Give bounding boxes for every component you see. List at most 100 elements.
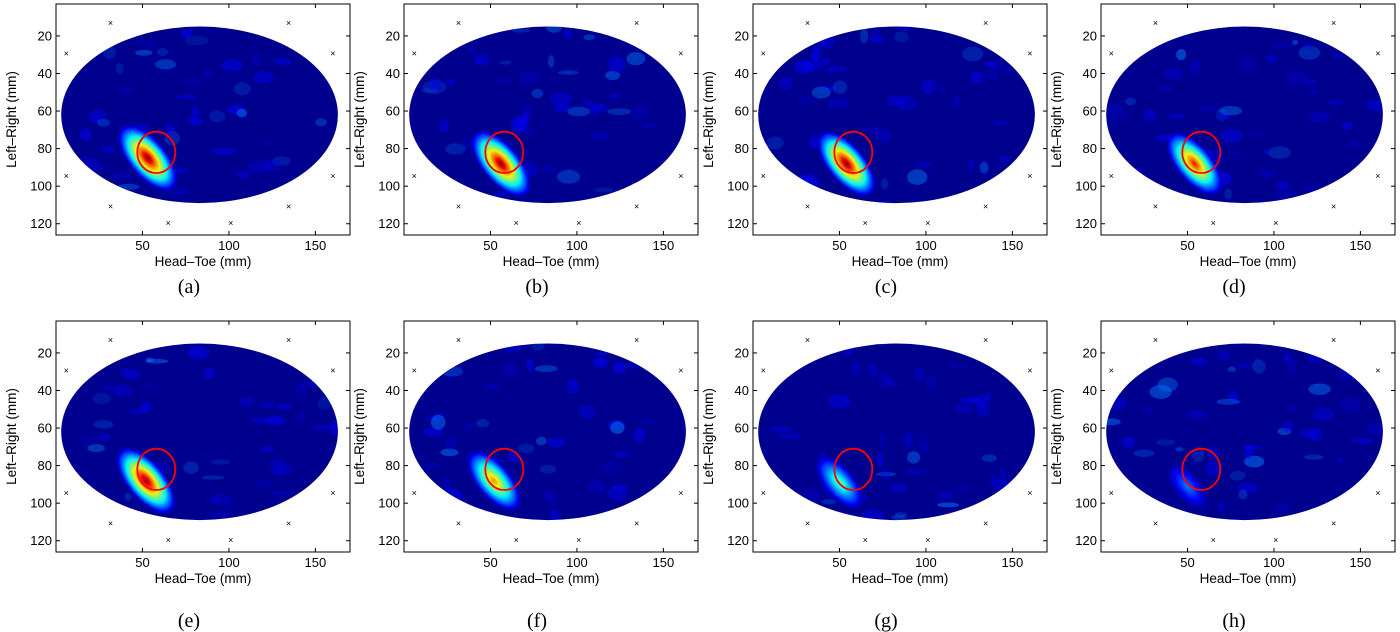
x-axis-label: Head–Toe (mm): [1200, 254, 1297, 269]
y-tick-label: 100: [727, 496, 749, 511]
sensor-marker: ×: [64, 366, 69, 376]
sensor-marker: ×: [1375, 488, 1380, 498]
sensor-marker: ×: [108, 335, 113, 345]
sensor-marker: ×: [166, 218, 171, 228]
y-tick-label: 100: [378, 179, 400, 194]
x-tick-label: 50: [483, 238, 497, 253]
y-tick-label: 60: [1083, 104, 1097, 119]
y-tick-label: 100: [1075, 496, 1097, 511]
sensor-marker: ×: [456, 335, 461, 345]
sensor-marker: ×: [576, 218, 581, 228]
y-tick-label: 40: [1083, 66, 1097, 81]
y-tick-label: 120: [1075, 216, 1097, 231]
y-tick-label: 20: [386, 345, 400, 360]
sensor-marker: ×: [514, 535, 519, 545]
sensor-marker: ×: [1109, 49, 1114, 59]
panel-caption: (b): [525, 276, 548, 298]
x-tick-label: 150: [305, 555, 327, 570]
sensor-marker: ×: [1153, 519, 1158, 529]
sensor-marker: ×: [805, 18, 810, 28]
x-tick-label: 100: [915, 555, 937, 570]
sensor-marker: ×: [983, 519, 988, 529]
y-tick-label: 60: [1083, 421, 1097, 436]
sensor-marker: ×: [1331, 18, 1336, 28]
y-axis-label: Left–Right (mm): [352, 71, 367, 168]
target-circle: [833, 447, 874, 491]
sensor-marker: ×: [925, 218, 930, 228]
y-tick-label: 80: [386, 141, 400, 156]
axes-frame: [1100, 320, 1396, 553]
sensor-marker: ×: [412, 49, 417, 59]
sensor-marker: ×: [678, 49, 683, 59]
sensor-marker: ×: [64, 488, 69, 498]
y-tick-label: 20: [38, 345, 52, 360]
y-tick-label: 40: [386, 383, 400, 398]
y-tick-label: 40: [38, 383, 52, 398]
x-tick-label: 150: [1002, 555, 1024, 570]
sensor-marker: ×: [761, 49, 766, 59]
y-tick-label: 40: [735, 66, 749, 81]
y-tick-label: 20: [1083, 345, 1097, 360]
sensor-marker: ×: [330, 49, 335, 59]
sensor-marker: ×: [925, 535, 930, 545]
x-tick-label: 50: [832, 238, 846, 253]
x-tick-label: 50: [832, 555, 846, 570]
heatmap-field: [61, 343, 338, 521]
x-tick-label: 50: [1180, 238, 1194, 253]
sensor-marker: ×: [330, 366, 335, 376]
target-circle: [136, 130, 177, 174]
x-tick-label: 150: [653, 238, 675, 253]
x-tick-label: 150: [1002, 238, 1024, 253]
target-circle: [484, 130, 525, 174]
heatmap-field: [758, 26, 1035, 204]
target-circle: [1181, 130, 1222, 174]
heatmap-panel: × × × × × × × × × × 20 40 60 80 100 120 50 100 150 Head–Toe…: [1049, 320, 1396, 632]
y-tick-label: 40: [1083, 383, 1097, 398]
y-axis-label: Left–Right (mm): [4, 388, 19, 485]
x-tick-label: 100: [915, 238, 937, 253]
sensor-marker: ×: [286, 519, 291, 529]
y-tick-label: 80: [38, 458, 52, 473]
sensor-marker: ×: [228, 218, 233, 228]
heatmap-field: [409, 343, 686, 521]
sensor-marker: ×: [1211, 218, 1216, 228]
sensor-marker: ×: [64, 49, 69, 59]
x-tick-label: 100: [1263, 238, 1285, 253]
y-tick-label: 100: [727, 179, 749, 194]
x-axis-label: Head–Toe (mm): [503, 254, 600, 269]
sensor-marker: ×: [1273, 218, 1278, 228]
x-axis-label: Head–Toe (mm): [852, 571, 949, 586]
heatmap-panel: × × × × × × × × × × 20 40 60 80 100 120 50 100 150 Head–Toe…: [1049, 3, 1396, 298]
y-tick-label: 60: [735, 421, 749, 436]
y-tick-label: 120: [1075, 533, 1097, 548]
sensor-marker: ×: [108, 519, 113, 529]
panel-caption: (h): [1222, 610, 1245, 632]
sensor-marker: ×: [761, 171, 766, 181]
x-axis-label: Head–Toe (mm): [1200, 571, 1297, 586]
y-tick-label: 120: [30, 533, 52, 548]
panel-caption: (c): [875, 276, 897, 298]
y-tick-label: 60: [38, 104, 52, 119]
x-tick-label: 50: [135, 555, 149, 570]
target-circle: [136, 447, 177, 491]
sensor-marker: ×: [1027, 366, 1032, 376]
sensor-marker: ×: [1331, 202, 1336, 212]
axes-frame: [1100, 3, 1396, 236]
panel-caption: (g): [874, 610, 897, 632]
y-tick-label: 40: [735, 383, 749, 398]
sensor-marker: ×: [678, 366, 683, 376]
y-tick-label: 120: [378, 533, 400, 548]
panel-caption: (d): [1222, 276, 1245, 298]
sensor-marker: ×: [983, 202, 988, 212]
y-tick-label: 100: [378, 496, 400, 511]
axes-frame: [55, 3, 351, 236]
y-tick-label: 100: [30, 179, 52, 194]
sensor-marker: ×: [412, 488, 417, 498]
sensor-marker: ×: [761, 488, 766, 498]
x-tick-label: 100: [218, 555, 240, 570]
x-tick-label: 150: [653, 555, 675, 570]
sensor-marker: ×: [863, 535, 868, 545]
x-axis-label: Head–Toe (mm): [503, 571, 600, 586]
y-tick-label: 120: [727, 533, 749, 548]
